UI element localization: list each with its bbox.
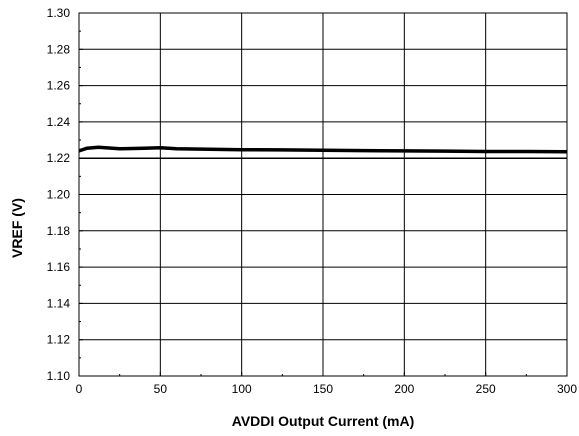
y-tick-label: 1.28	[47, 42, 71, 56]
x-tick-label: 50	[154, 382, 168, 396]
grid-lines	[78, 12, 568, 377]
y-tick-label: 1.16	[47, 260, 71, 274]
x-tick-label: 200	[394, 382, 414, 396]
y-tick-labels: 1.10 1.12 1.14 1.16 1.18 1.20 1.22 1.24 1.26 1.28…	[47, 6, 71, 383]
y-tick-label: 1.14	[47, 296, 71, 310]
x-tick-labels: 0 50 100 150 200 250 300	[76, 382, 578, 396]
y-tick-label: 1.10	[47, 369, 71, 383]
x-tick-label: 300	[557, 382, 577, 396]
plot-frame	[78, 12, 568, 377]
y-axis-title: VREF (V)	[9, 198, 25, 258]
y-tick-label: 1.22	[47, 151, 71, 165]
y-tick-label: 1.20	[47, 188, 71, 202]
y-tick-label: 1.18	[47, 224, 71, 238]
data-series	[78, 145, 568, 154]
y-tick-label: 1.24	[47, 115, 71, 129]
x-tick-label: 250	[476, 382, 496, 396]
y-tick-label: 1.26	[47, 79, 71, 93]
series-line	[78, 145, 568, 154]
y-tick-label: 1.12	[47, 333, 71, 347]
x-tick-label: 100	[232, 382, 252, 396]
x-tick-label: 150	[313, 382, 333, 396]
x-tick-label: 0	[76, 382, 83, 396]
y-tick-label: 1.30	[47, 6, 71, 20]
x-axis-title: AVDDI Output Current (mA)	[232, 413, 415, 429]
